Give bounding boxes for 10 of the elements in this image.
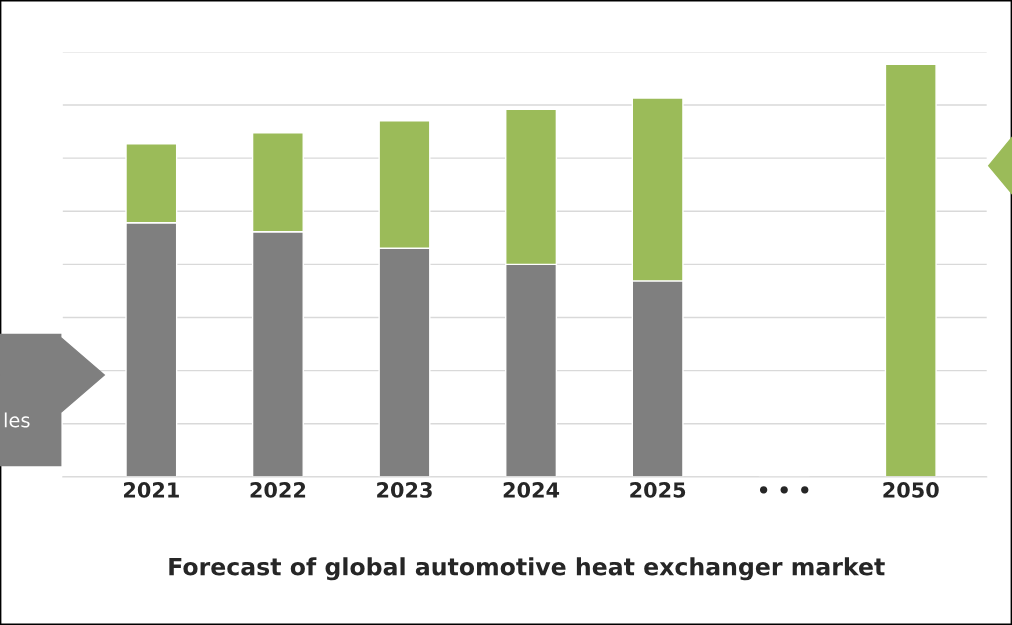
x-tick-label: 2025 — [630, 482, 686, 498]
text: les — [4, 412, 30, 428]
x-tick-label: 2024 — [503, 482, 560, 498]
bar — [884, 63, 937, 477]
text: Forecast of global automotive heat exchanger market — [169, 557, 885, 581]
x-tick-label: • • • — [759, 486, 809, 494]
x-tick-label: 2023 — [377, 482, 432, 498]
x-tick-label: 2050 — [883, 482, 939, 498]
x-tick-label: 2021 — [124, 482, 179, 498]
x-tick-label: 2022 — [250, 482, 306, 498]
